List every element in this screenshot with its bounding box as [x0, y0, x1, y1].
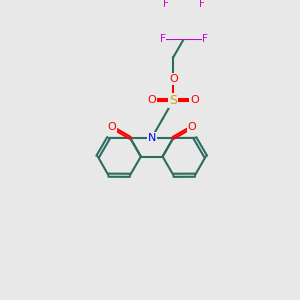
Text: F: F: [164, 0, 169, 9]
Text: O: O: [148, 95, 156, 105]
Text: O: O: [188, 122, 196, 132]
Text: O: O: [107, 122, 116, 132]
Text: F: F: [202, 34, 208, 44]
Text: S: S: [169, 94, 177, 107]
Text: F: F: [199, 0, 205, 9]
Text: O: O: [190, 95, 199, 105]
Text: F: F: [160, 34, 166, 44]
Text: N: N: [148, 133, 156, 143]
Text: O: O: [169, 74, 178, 84]
